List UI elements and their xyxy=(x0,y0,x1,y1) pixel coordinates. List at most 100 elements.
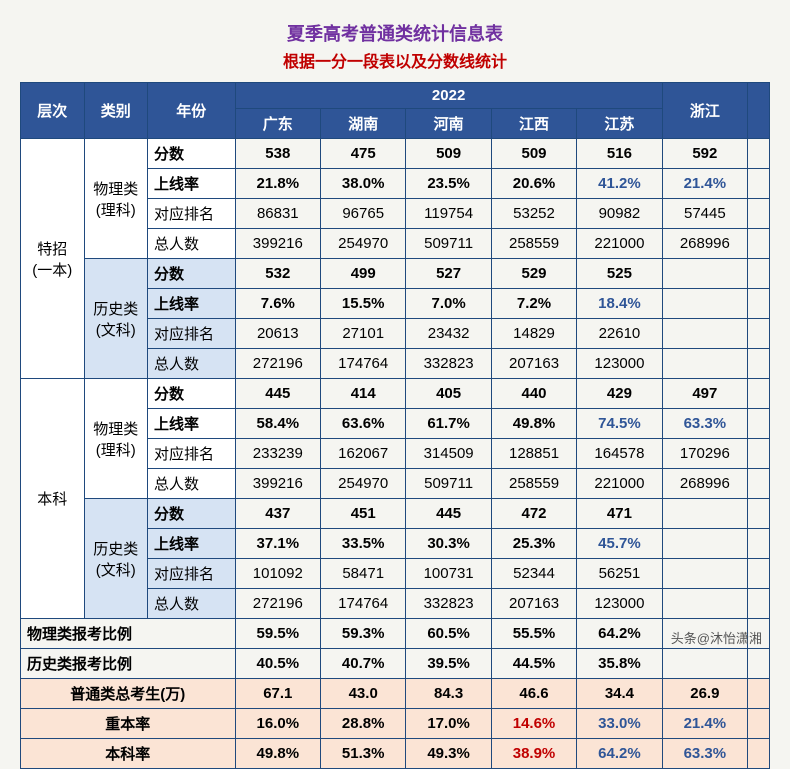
page-subtitle: 根据一分一段表以及分数线统计 xyxy=(20,48,770,72)
value-cell: 525 xyxy=(577,259,662,289)
value-cell: 123000 xyxy=(577,349,662,379)
value-cell: 332823 xyxy=(406,589,491,619)
value-cell xyxy=(748,559,770,589)
value-cell: 405 xyxy=(406,379,491,409)
summary-label: 普通类总考生(万) xyxy=(21,679,236,709)
value-cell: 74.5% xyxy=(577,409,662,439)
value-cell: 101092 xyxy=(235,559,320,589)
value-cell: 63.3% xyxy=(662,739,747,769)
value-cell: 451 xyxy=(321,499,406,529)
value-cell xyxy=(748,409,770,439)
value-cell: 51.3% xyxy=(321,739,406,769)
header-cell xyxy=(748,83,770,139)
summary-row: 普通类总考生(万)67.143.084.346.634.426.9 xyxy=(21,679,770,709)
summary-row: 本科率49.8%51.3%49.3%38.9%64.2%63.3% xyxy=(21,739,770,769)
value-cell: 56251 xyxy=(577,559,662,589)
value-cell: 20613 xyxy=(235,319,320,349)
table-row: 特招 (一本)物理类 (理科)分数538475509509516592 xyxy=(21,139,770,169)
watermark: 头条@沐怡潇湘 xyxy=(671,628,762,647)
value-cell: 53252 xyxy=(491,199,576,229)
value-cell: 258559 xyxy=(491,229,576,259)
header-year: 2022 xyxy=(235,83,662,109)
value-cell xyxy=(748,259,770,289)
value-cell: 14.6% xyxy=(491,709,576,739)
category-cell: 历史类 (文科) xyxy=(84,499,148,619)
value-cell: 7.2% xyxy=(491,289,576,319)
value-cell xyxy=(748,229,770,259)
value-cell xyxy=(748,499,770,529)
value-cell: 61.7% xyxy=(406,409,491,439)
value-cell: 43.0 xyxy=(321,679,406,709)
value-cell: 64.2% xyxy=(577,619,662,649)
table-row: 历史类 (文科)分数437451445472471 xyxy=(21,499,770,529)
summary-label: 重本率 xyxy=(21,709,236,739)
value-cell: 21.4% xyxy=(662,709,747,739)
value-cell xyxy=(662,319,747,349)
value-cell: 96765 xyxy=(321,199,406,229)
value-cell: 49.8% xyxy=(491,409,576,439)
value-cell: 27101 xyxy=(321,319,406,349)
value-cell: 46.6 xyxy=(491,679,576,709)
value-cell xyxy=(662,649,747,679)
value-cell: 33.0% xyxy=(577,709,662,739)
value-cell: 21.4% xyxy=(662,169,747,199)
header-cell: 湖南 xyxy=(321,109,406,139)
value-cell: 35.8% xyxy=(577,649,662,679)
category-cell: 物理类 (理科) xyxy=(84,139,148,259)
value-cell xyxy=(748,589,770,619)
value-cell: 497 xyxy=(662,379,747,409)
value-cell xyxy=(662,259,747,289)
metric-label: 分数 xyxy=(148,259,236,289)
value-cell xyxy=(748,739,770,769)
header-cell: 广东 xyxy=(235,109,320,139)
value-cell: 67.1 xyxy=(235,679,320,709)
metric-label: 上线率 xyxy=(148,289,236,319)
value-cell xyxy=(748,139,770,169)
value-cell: 60.5% xyxy=(406,619,491,649)
value-cell: 16.0% xyxy=(235,709,320,739)
category-cell: 物理类 (理科) xyxy=(84,379,148,499)
value-cell: 49.3% xyxy=(406,739,491,769)
value-cell xyxy=(662,289,747,319)
value-cell: 123000 xyxy=(577,589,662,619)
value-cell: 28.8% xyxy=(321,709,406,739)
value-cell: 100731 xyxy=(406,559,491,589)
value-cell: 63.6% xyxy=(321,409,406,439)
value-cell xyxy=(748,199,770,229)
value-cell: 86831 xyxy=(235,199,320,229)
metric-label: 对应排名 xyxy=(148,559,236,589)
metric-label: 总人数 xyxy=(148,589,236,619)
value-cell: 445 xyxy=(406,499,491,529)
value-cell: 538 xyxy=(235,139,320,169)
summary-row: 物理类报考比例59.5%59.3%60.5%55.5%64.2% xyxy=(21,619,770,649)
header-cell: 江西 xyxy=(491,109,576,139)
value-cell: 207163 xyxy=(491,589,576,619)
value-cell xyxy=(662,349,747,379)
value-cell: 45.7% xyxy=(577,529,662,559)
value-cell xyxy=(662,529,747,559)
value-cell: 44.5% xyxy=(491,649,576,679)
value-cell: 509 xyxy=(491,139,576,169)
value-cell: 14829 xyxy=(491,319,576,349)
value-cell: 268996 xyxy=(662,229,747,259)
value-cell xyxy=(748,289,770,319)
value-cell: 527 xyxy=(406,259,491,289)
value-cell: 90982 xyxy=(577,199,662,229)
value-cell xyxy=(748,169,770,199)
value-cell: 207163 xyxy=(491,349,576,379)
value-cell: 59.3% xyxy=(321,619,406,649)
value-cell: 40.7% xyxy=(321,649,406,679)
value-cell xyxy=(748,379,770,409)
value-cell xyxy=(662,589,747,619)
value-cell: 314509 xyxy=(406,439,491,469)
value-cell: 440 xyxy=(491,379,576,409)
value-cell: 399216 xyxy=(235,469,320,499)
header-cell: 江苏 xyxy=(577,109,662,139)
value-cell: 174764 xyxy=(321,589,406,619)
value-cell: 509711 xyxy=(406,469,491,499)
value-cell xyxy=(748,649,770,679)
value-cell: 23.5% xyxy=(406,169,491,199)
table-row: 历史类 (文科)分数532499527529525 xyxy=(21,259,770,289)
summary-label: 本科率 xyxy=(21,739,236,769)
header-cell: 层次 xyxy=(21,83,85,139)
